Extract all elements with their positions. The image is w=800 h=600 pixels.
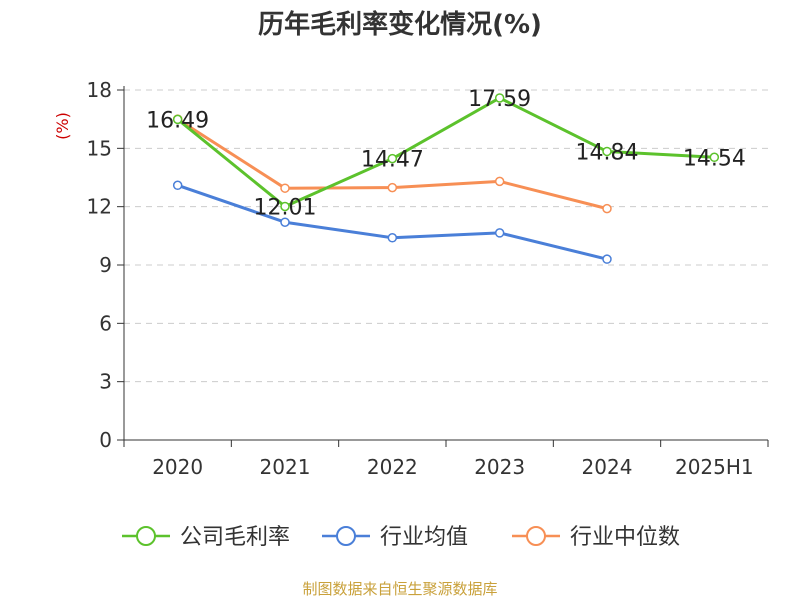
legend-label-1: 行业均值 xyxy=(380,525,468,550)
data-point-1-4 xyxy=(602,254,612,264)
series-lines xyxy=(172,93,720,264)
data-label-2023: 17.59 xyxy=(468,87,531,112)
data-label-2021: 12.01 xyxy=(254,195,317,220)
y-tick-label-9: 9 xyxy=(99,253,112,277)
x-tick-label-2022: 2022 xyxy=(367,455,418,479)
y-tick-label-15: 15 xyxy=(87,136,112,160)
data-point-2-1 xyxy=(280,183,290,193)
data-point-0-0 xyxy=(172,114,183,125)
x-tick-label-2021: 2021 xyxy=(260,455,311,479)
data-point-2-3 xyxy=(494,176,505,187)
y-tick-label-0: 0 xyxy=(99,428,112,452)
x-tick-label-2020: 2020 xyxy=(152,455,203,479)
y-tick-label-6: 6 xyxy=(99,311,112,335)
data-point-0-3 xyxy=(494,93,505,103)
y-tick-label-12: 12 xyxy=(87,195,112,219)
x-tick-label-2023: 2023 xyxy=(474,455,525,479)
data-point-1-1 xyxy=(280,217,290,227)
series-line-1 xyxy=(177,183,608,261)
legend-swatch-marker-0 xyxy=(136,526,156,546)
data-point-2-4 xyxy=(602,203,612,214)
legend-swatch-marker-2 xyxy=(526,526,546,546)
data-label-2024: 14.84 xyxy=(576,140,639,165)
data-point-0-4 xyxy=(602,146,612,157)
data-label-2025H1: 14.54 xyxy=(683,146,746,171)
legend-label-2: 行业中位数 xyxy=(570,525,680,550)
data-point-1-3 xyxy=(494,228,505,238)
chart-title: 历年毛利率变化情况(%) xyxy=(258,10,542,40)
series-line-0 xyxy=(176,96,715,208)
source-note: 制图数据来自恒生聚源数据库 xyxy=(302,580,498,598)
y-tick-label-18: 18 xyxy=(87,78,112,102)
legend-item-1: 行业均值 xyxy=(322,525,468,550)
legend-label-0: 公司毛利率 xyxy=(180,525,290,550)
data-label-2022: 14.47 xyxy=(361,148,424,173)
data-point-1-0 xyxy=(172,180,183,191)
legend-item-0: 公司毛利率 xyxy=(122,525,290,550)
y-tick-label-3: 3 xyxy=(99,370,112,394)
x-tick-label-2025H1: 2025H1 xyxy=(675,455,754,479)
data-labels: 16.49 12.01 14.47 17.59 14.84 14.54 xyxy=(146,87,746,221)
y-axis-unit-label: (%) xyxy=(53,112,72,140)
data-point-0-5 xyxy=(709,152,720,163)
data-point-0-2 xyxy=(387,153,398,164)
x-tick-label-2024: 2024 xyxy=(582,455,633,479)
legend-swatch-marker-1 xyxy=(336,526,356,546)
axes: 0 3 6 9 12 15 18 2020 2021 2022 2023 2024 2025H1 xyxy=(87,78,769,479)
legend: 公司毛利率 行业均值 行业中位数 xyxy=(122,525,680,550)
data-point-1-2 xyxy=(387,233,398,243)
data-point-2-2 xyxy=(387,182,398,193)
grid-lines xyxy=(124,89,768,383)
data-label-2020: 16.49 xyxy=(146,108,209,133)
legend-item-2: 行业中位数 xyxy=(512,525,680,550)
data-point-0-1 xyxy=(280,201,290,212)
